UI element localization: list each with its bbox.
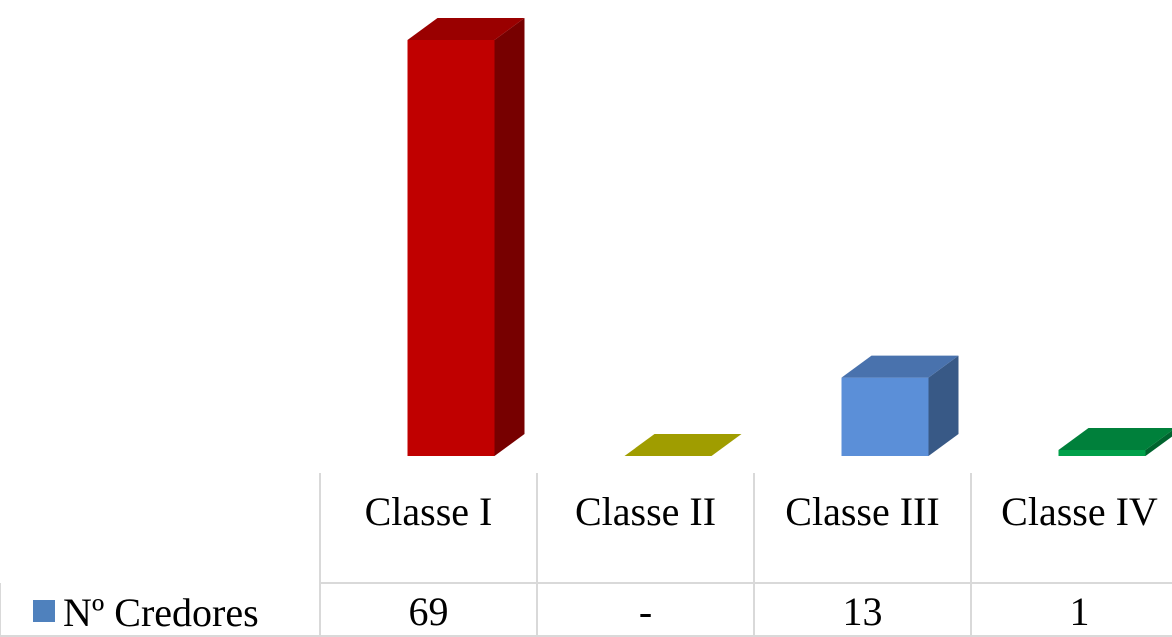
- bar-top: [1058, 427, 1172, 450]
- bar: [407, 18, 525, 456]
- legend-label: Nº Credores: [63, 590, 259, 635]
- bar-front: [1058, 449, 1146, 456]
- bar-top: [624, 434, 742, 456]
- x-tick-label: Classe II: [575, 489, 716, 534]
- bar: [624, 434, 742, 456]
- bar-side: [928, 355, 959, 456]
- bar-top: [407, 18, 525, 40]
- bar-top: [841, 355, 959, 378]
- data-label: 13: [843, 589, 883, 634]
- legend-swatch: [33, 600, 55, 622]
- bar-front: [407, 40, 495, 456]
- x-tick-label: Classe III: [785, 489, 939, 534]
- bar-side: [1145, 430, 1172, 456]
- data-label: 69: [409, 589, 449, 634]
- bar-front: [841, 377, 929, 456]
- bar: [841, 355, 959, 456]
- bar: [1058, 427, 1172, 456]
- bar-side: [494, 18, 525, 456]
- data-label: -: [639, 589, 652, 634]
- x-tick-label: Classe IV: [1001, 489, 1158, 534]
- x-tick-label: Classe I: [365, 489, 493, 534]
- data-label: 1: [1070, 589, 1090, 634]
